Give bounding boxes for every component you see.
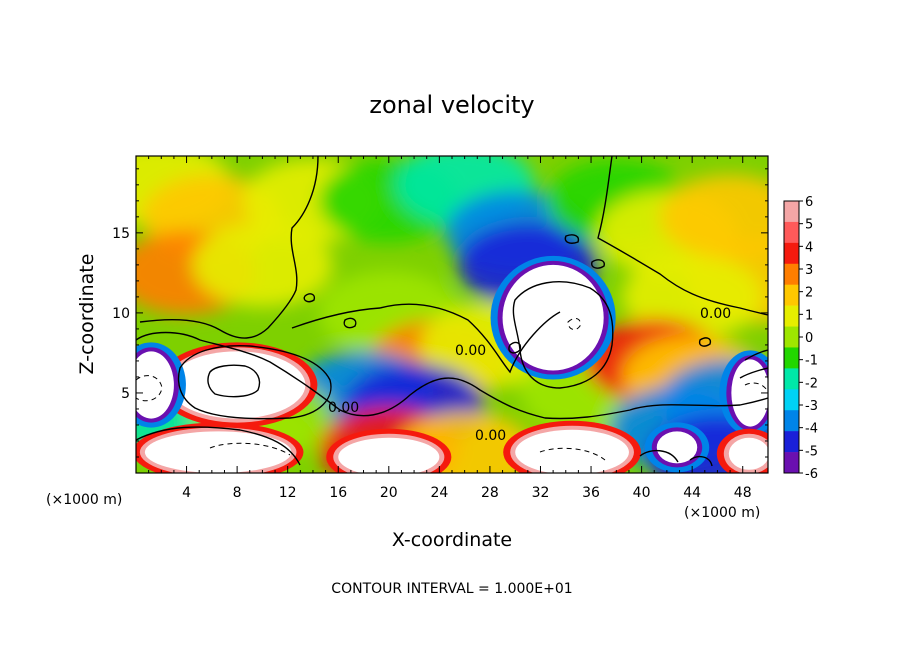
saturated-core (731, 359, 768, 427)
colorbar-tick-label: 4 (805, 240, 813, 255)
x-tick-label: 28 (481, 485, 499, 501)
colorbar-swatch (784, 389, 799, 411)
colorbar-tick-label: 3 (805, 263, 813, 278)
x-unit-label-right: (×1000 m) (684, 505, 760, 521)
colorbar-swatch (784, 410, 799, 432)
x-axis-ticks: 4 8 12 16 20 24 28 32 36 40 44 48 (148, 156, 756, 501)
colorbar-tick-label: -1 (805, 354, 818, 369)
colorbar-tick-label: 2 (805, 286, 813, 301)
contour-interval-note: CONTOUR INTERVAL = 1.000E+01 (331, 581, 572, 597)
colorbar-tick-label: 5 (805, 218, 813, 233)
x-tick-label: 12 (279, 485, 297, 501)
x-tick-label: 36 (582, 485, 600, 501)
y-axis-ticks: 5 10 15 (112, 168, 768, 458)
x-tick-label: 32 (532, 485, 550, 501)
colorbar-swatch (784, 284, 799, 306)
colorbar-swatch (784, 431, 799, 453)
colorbar-tick-label: 6 (805, 195, 813, 210)
field-sample (192, 222, 333, 307)
plot-area: 0.00 0.00 0.00 0.00 (136, 156, 768, 473)
colorbar-tick-label: 0 (805, 331, 813, 346)
x-tick-label: 24 (430, 485, 448, 501)
y-tick-label: 5 (121, 386, 130, 402)
x-tick-label: 4 (182, 485, 191, 501)
saturated-core (728, 437, 768, 470)
colorbar-swatch (784, 221, 799, 244)
colorbar-swatch (784, 242, 799, 265)
x-tick-label: 40 (633, 485, 651, 501)
saturated-core (515, 429, 629, 473)
contour-label: 0.00 (475, 428, 506, 444)
colorbar-swatch (784, 452, 799, 474)
y-tick-label: 15 (112, 226, 130, 242)
contour-lines (136, 156, 768, 467)
colorbar-tick-label: -5 (805, 444, 818, 459)
velocity-field (136, 156, 768, 473)
colorbar: 6 5 4 3 2 1 0 -1 -2 -3 -4 -5 -6 (783, 195, 818, 482)
saturated-core (136, 351, 174, 419)
x-unit-label-left: (×1000 m) (46, 492, 122, 508)
colorbar-tick-label: -2 (805, 376, 818, 391)
colorbar-swatch (784, 305, 799, 327)
contour-label: 0.00 (328, 400, 359, 416)
contour-labels: 0.00 0.00 0.00 0.00 (328, 306, 731, 444)
x-tick-label: 48 (734, 485, 752, 501)
x-tick-label: 16 (329, 485, 347, 501)
saturated-core (502, 264, 604, 371)
x-tick-label: 20 (380, 485, 398, 501)
saturated-core (656, 431, 698, 464)
y-tick-label: 10 (112, 306, 130, 322)
field-sample (622, 254, 763, 339)
field-sample (660, 174, 768, 259)
x-tick-label: 8 (233, 485, 242, 501)
colorbar-swatch (784, 347, 799, 369)
colorbar-swatch (784, 263, 799, 285)
colorbar-tick-label: -3 (805, 399, 818, 414)
saturated-core (168, 351, 306, 419)
contour-label: 0.00 (700, 306, 731, 322)
x-tick-label: 44 (683, 485, 701, 501)
colorbar-tick-label: -6 (805, 467, 818, 482)
colorbar-tick-label: 1 (805, 308, 813, 323)
negative-contours (136, 318, 768, 461)
saturated-core (144, 431, 292, 473)
colorbar-swatch (784, 326, 799, 348)
chart-title: zonal velocity (369, 91, 534, 119)
saturated-core (338, 437, 440, 473)
y-axis-label: Z-coordinate (76, 254, 98, 375)
colorbar-tick-label: -4 (805, 422, 818, 437)
x-axis-label: X-coordinate (392, 529, 512, 551)
contour-label: 0.00 (455, 343, 486, 359)
colorbar-swatch (784, 201, 799, 223)
colorbar-swatch (784, 368, 799, 390)
